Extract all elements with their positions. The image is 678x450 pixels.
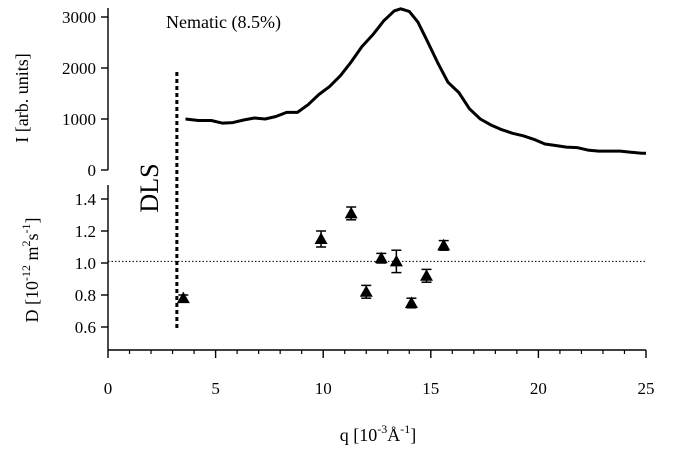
- triangle-marker: [344, 206, 358, 219]
- data-point: [176, 291, 190, 304]
- intensity-y-ticks: 0 1000 2000 3000: [62, 8, 108, 180]
- data-point: [374, 251, 388, 264]
- y-title-sup-2: 2: [19, 241, 33, 247]
- y-title-sup-1: -12: [19, 265, 33, 281]
- diffusion-y-tick-label: 1.0: [75, 254, 96, 273]
- intensity-y-tick-label: 1000: [62, 110, 96, 129]
- phase-annotation: Nematic (8.5%): [166, 12, 281, 33]
- diffusion-y-tick-label: 0.6: [75, 318, 96, 337]
- triangle-marker: [437, 238, 451, 251]
- x-tick-label: 10: [315, 379, 332, 398]
- diffusion-y-tick-label: 1.4: [75, 190, 97, 209]
- diffusion-y-tick-label: 1.2: [75, 222, 96, 241]
- y-title-sup-3: -1: [19, 223, 33, 233]
- data-point: [359, 284, 373, 299]
- data-point: [437, 238, 451, 251]
- y-title-part-1: D [10: [22, 281, 42, 323]
- x-tick-label: 20: [530, 379, 547, 398]
- triangle-marker: [404, 296, 418, 308]
- triangle-marker: [359, 285, 373, 297]
- triangle-marker: [176, 291, 190, 304]
- intensity-y-tick-label: 2000: [62, 59, 96, 78]
- x-tick-label: 15: [422, 379, 439, 398]
- x-axis-title: q [10-3Å-1]: [340, 422, 417, 445]
- triangle-marker: [389, 254, 403, 267]
- x-title-sup-1: -3: [377, 422, 387, 436]
- x-title-part-2: Å: [387, 425, 400, 445]
- diffusion-y-ticks: 0.6 0.8 1.0 1.2 1.4: [75, 190, 108, 337]
- y-title-part-4: ]: [22, 217, 42, 223]
- data-point: [314, 230, 328, 248]
- intensity-y-tick-label: 0: [88, 161, 97, 180]
- dls-label: DLS: [135, 163, 164, 212]
- diffusion-points: [176, 206, 451, 309]
- intensity-y-axis-title: I [arb. units]: [12, 53, 32, 142]
- x-tick-label: 25: [638, 379, 655, 398]
- triangle-marker: [419, 269, 433, 281]
- x-tick-label: 0: [104, 379, 113, 398]
- diffusion-y-axis-title: D [10-12 m2s-1]: [19, 217, 42, 322]
- triangle-marker: [374, 251, 388, 264]
- triangle-marker: [314, 232, 328, 244]
- y-title-part-2: m: [22, 247, 42, 266]
- intensity-panel: 0 1000 2000 3000 Nematic (8.5%) I [arb. uni…: [12, 7, 646, 180]
- diffusion-y-tick-label: 0.8: [75, 286, 96, 305]
- diffusion-panel: 0.60.81.01.21.4 DLS 0 5 10 15 20 25 q [10-3Å-…: [19, 72, 655, 445]
- intensity-y-tick-label: 3000: [62, 8, 96, 27]
- x-title-sup-2: -1: [400, 422, 410, 436]
- x-title-part-1: q [10: [340, 425, 378, 445]
- x-tick-label: 5: [211, 379, 220, 398]
- data-point: [419, 268, 433, 283]
- data-point: [344, 206, 358, 221]
- x-ticks: 0 5 10 15 20 25: [104, 350, 655, 398]
- data-point: [389, 249, 403, 274]
- y-title-part-3: s: [22, 233, 42, 240]
- data-point: [404, 296, 418, 309]
- x-title-part-3: ]: [410, 425, 416, 445]
- intensity-series-line: [185, 7, 646, 155]
